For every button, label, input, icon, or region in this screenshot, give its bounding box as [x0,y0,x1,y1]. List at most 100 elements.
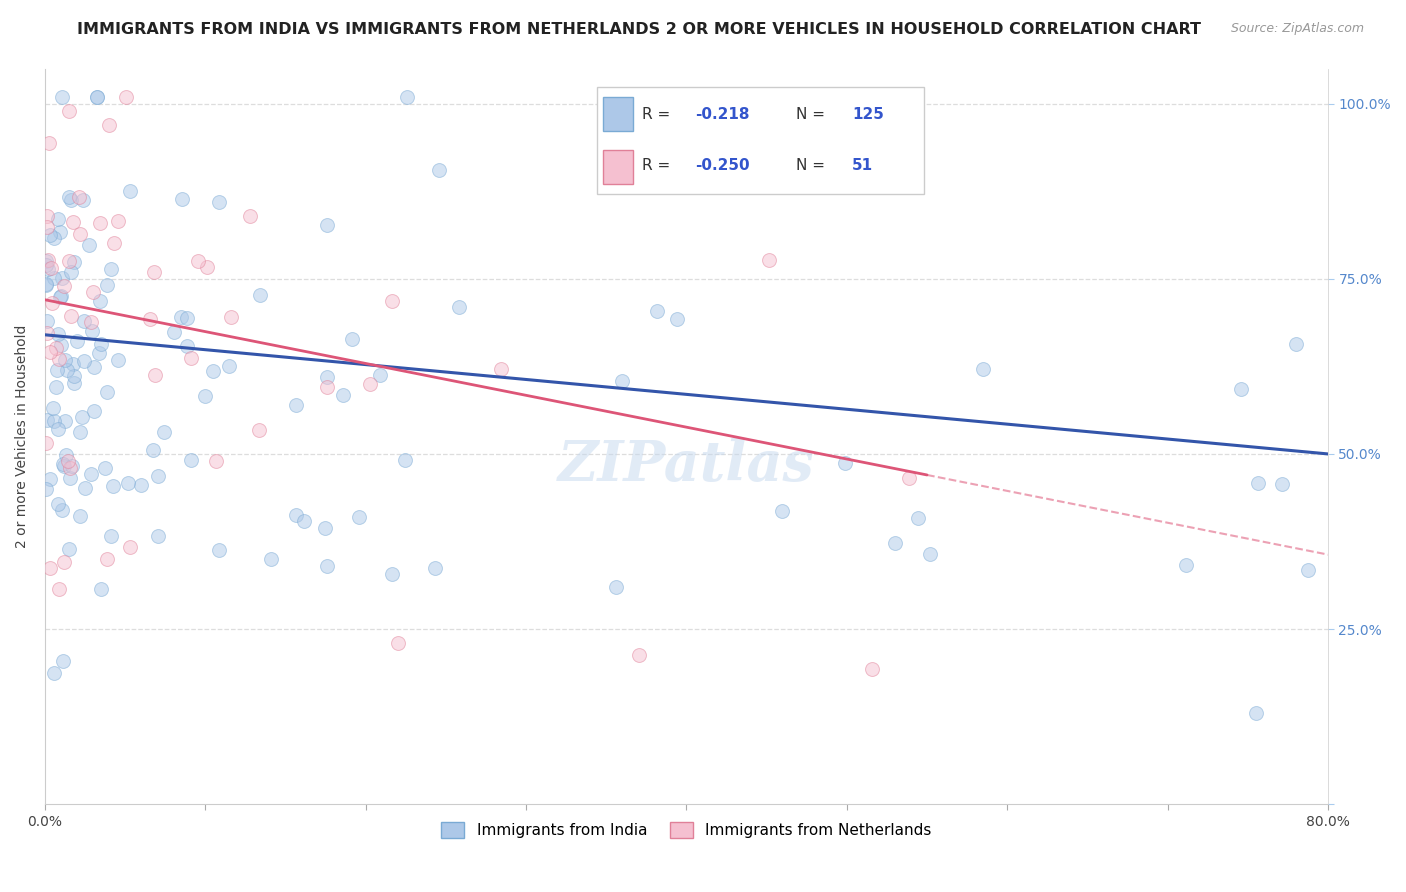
Point [55,353,77,368]
Point [42,231,65,245]
Point [647,304,669,318]
Point [37,262,59,277]
Point [170,310,193,324]
Point [41,296,63,310]
Point [316,370,339,384]
Point [907,511,929,525]
Point [46,422,69,436]
Point [53,413,76,427]
Point [94,461,117,475]
Point [1298,563,1320,577]
Point [152,425,174,440]
Point [143,368,166,383]
Point [62,358,84,372]
Point [62,255,84,269]
Text: Source: ZipAtlas.com: Source: ZipAtlas.com [1230,22,1364,36]
Point [103,236,125,251]
Point [62,376,84,390]
Point [38,228,60,243]
Point [52,457,75,471]
Point [55,448,77,462]
Point [315,558,337,573]
Point [834,456,856,470]
Point [180,453,202,467]
Point [49,289,72,303]
Point [239,209,262,223]
Point [972,362,994,376]
Point [284,508,307,522]
Point [142,443,165,458]
Point [35,278,58,293]
Point [52,279,75,293]
Point [77,238,100,252]
Point [58,541,80,556]
Point [35,314,58,328]
Point [37,326,59,340]
Point [83,404,105,418]
Point [72,409,94,424]
Point [1230,382,1253,396]
Point [82,324,104,338]
Point [292,514,315,528]
Point [38,136,60,150]
Point [59,460,82,475]
Point [342,332,364,346]
Point [612,374,634,388]
Point [368,368,391,382]
Point [107,352,129,367]
Point [249,288,271,302]
Point [56,454,79,468]
Point [35,253,58,268]
Point [79,315,101,329]
Point [49,225,72,239]
Point [1244,706,1267,721]
Point [73,314,96,328]
Point [100,262,122,277]
Point [86,89,108,103]
Point [51,89,73,103]
Point [44,271,66,285]
Point [45,341,67,355]
Point [247,423,270,437]
Point [489,362,512,376]
Point [73,354,96,368]
Point [59,470,82,484]
Point [90,582,112,597]
Point [46,327,69,342]
Point [139,311,162,326]
Point [69,425,91,440]
Point [359,376,381,391]
Point [96,385,118,400]
Point [79,467,101,481]
Point [35,482,58,496]
Point [163,325,186,339]
Point [146,469,169,483]
Point [90,337,112,351]
Point [35,277,58,291]
Point [394,453,416,467]
Point [96,278,118,293]
Point [60,459,83,474]
Point [207,543,229,558]
Point [284,398,307,412]
Point [51,270,73,285]
Point [381,294,404,309]
Point [96,551,118,566]
Point [42,665,65,680]
Point [170,192,193,206]
Point [42,401,65,416]
Point [605,580,627,594]
Point [427,162,450,177]
Point [770,504,793,518]
Point [316,380,339,394]
Point [46,211,69,226]
Point [205,454,228,468]
Point [180,351,202,365]
Point [37,253,59,268]
Point [52,654,75,668]
Point [35,436,58,450]
Point [38,472,60,486]
Point [758,253,780,268]
Point [314,521,336,535]
Point [72,193,94,207]
